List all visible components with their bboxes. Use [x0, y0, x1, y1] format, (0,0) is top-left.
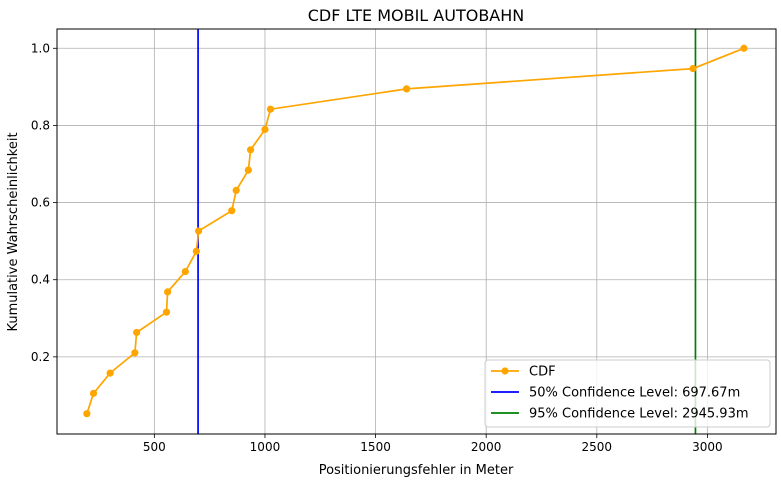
cdf-data-point	[402, 85, 411, 93]
cdf-data-point	[246, 146, 255, 154]
x-tick-label: 1500	[360, 440, 391, 454]
x-tick-label: 1000	[250, 440, 281, 454]
cdf-data-point	[89, 389, 98, 397]
cdf-data-point	[133, 328, 141, 337]
legend-label: CDF	[529, 365, 556, 380]
cdf-data-point	[162, 308, 171, 316]
cdf-data-point	[266, 105, 275, 113]
legend-box	[484, 359, 771, 428]
legend-marker	[501, 367, 509, 375]
grid-lines	[57, 29, 776, 434]
data-series	[83, 44, 748, 418]
y-tick-label: 0.6	[31, 196, 50, 210]
y-tick-label: 0.4	[31, 273, 50, 287]
cdf-data-point	[228, 207, 236, 215]
cdf-series-line	[86, 47, 745, 414]
axis-ticks: 500 1000 1500 2000 2500 3000 0.2 0.4 0.6 0.8 1.0	[31, 41, 723, 454]
x-tick-label: 3000	[692, 440, 723, 454]
cdf-data-point	[83, 410, 91, 418]
plot-area-frame	[56, 28, 777, 435]
cdf-data-point	[244, 166, 252, 174]
x-axis-label: Positionierungsfehler in Meter	[319, 463, 514, 478]
y-axis-label: Kumulative Wahrscheinlichkeit	[6, 132, 21, 331]
cdf-data-point	[164, 288, 172, 296]
cdf-data-point	[181, 267, 189, 276]
cdf-data-point	[232, 186, 240, 194]
cdf-data-point	[194, 227, 203, 235]
cdf-data-point	[131, 349, 139, 357]
y-tick-label: 1.0	[31, 41, 50, 55]
legend-label: 95% Confidence Level: 2945.93m	[529, 407, 749, 422]
y-tick-label: 0.2	[31, 350, 50, 364]
x-tick-label: 2500	[582, 440, 613, 454]
chart-title: CDF LTE MOBIL AUTOBAHN	[308, 6, 525, 25]
cdf-data-point	[192, 247, 200, 255]
cdf-data-point	[261, 125, 269, 134]
cdf-data-point	[740, 44, 748, 52]
cdf-data-point	[106, 369, 114, 377]
cdf-data-point	[689, 64, 697, 73]
y-tick-label: 0.8	[31, 118, 50, 132]
legend: CDF 50% Confidence Level: 697.67m 95% Conf…	[484, 359, 771, 428]
legend-label: 50% Confidence Level: 697.67m	[529, 386, 740, 401]
x-tick-label: 500	[143, 440, 166, 454]
x-tick-label: 2000	[471, 440, 502, 454]
